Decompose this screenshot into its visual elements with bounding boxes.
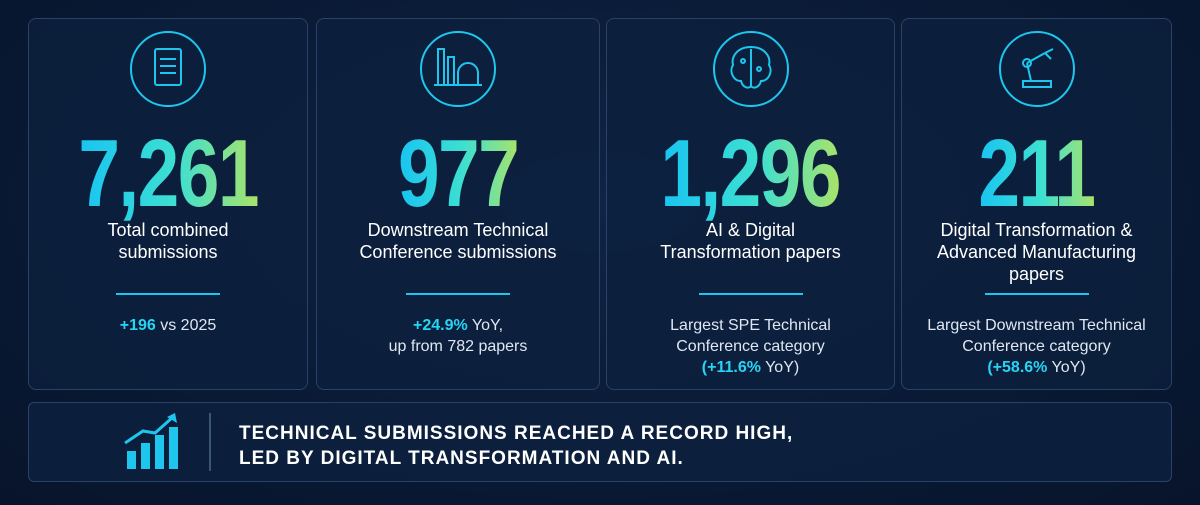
divider	[698, 293, 803, 295]
note-text: YoY,	[467, 317, 504, 334]
stat-label: AI & Digital Transformation papers	[611, 219, 890, 263]
stat-number: 7,261	[78, 120, 259, 227]
stat-value: 211	[902, 119, 1171, 229]
label-line: Transformation papers	[660, 242, 841, 262]
label-line: Conference submissions	[359, 242, 557, 262]
note-line: Conference category	[611, 336, 890, 357]
note-text: up from 782 papers	[388, 338, 528, 355]
growth-icon	[124, 413, 178, 469]
banner-line: TECHNICAL SUBMISSIONS REACHED A RECORD H…	[239, 423, 794, 444]
divider	[984, 293, 1089, 295]
label-line: AI & Digital	[705, 220, 796, 240]
note-highlight: (+11.6%	[701, 359, 761, 376]
banner: TECHNICAL SUBMISSIONS REACHED A RECORD H…	[28, 402, 1172, 482]
stat-label: Total combined submissions	[33, 219, 303, 263]
banner-text: TECHNICAL SUBMISSIONS REACHED A RECORD H…	[239, 421, 793, 471]
stat-number: 1,296	[660, 120, 842, 227]
stat-note: +24.9% YoY, up from 782 papers	[321, 315, 595, 357]
card-icon	[130, 31, 206, 107]
note-line: Conference category	[906, 336, 1167, 357]
note-text: Largest Downstream Technical	[927, 317, 1146, 334]
stat-card: 1,296 AI & Digital Transformation papers La…	[606, 18, 895, 390]
label-line: papers	[1008, 264, 1065, 284]
note-line: up from 782 papers	[321, 336, 595, 357]
label-line: Total combined	[107, 220, 229, 240]
divider	[116, 293, 220, 295]
stat-value: 7,261	[29, 119, 307, 229]
stat-number: 211	[978, 120, 1096, 227]
note-line: Largest Downstream Technical	[906, 315, 1167, 336]
stat-number: 977	[397, 120, 520, 227]
label-line: Digital Transformation &	[940, 220, 1133, 240]
card-icon	[998, 31, 1075, 107]
stat-card: 211 Digital Transformation & Advanced Manu…	[901, 18, 1172, 390]
note-text: Conference category	[676, 338, 825, 355]
stat-label: Downstream Technical Conference submissio…	[321, 219, 595, 263]
note-highlight: (+58.6%	[987, 359, 1048, 376]
note-text: YoY)	[1047, 359, 1086, 376]
note-text: YoY)	[760, 359, 800, 376]
note-line: (+11.6% YoY)	[611, 357, 890, 378]
stat-note: Largest Downstream Technical Conference c…	[906, 315, 1167, 378]
note-line: Largest SPE Technical	[611, 315, 890, 336]
note-text: Conference category	[962, 338, 1111, 355]
label-line: submissions	[118, 242, 218, 262]
label-line: Downstream Technical	[367, 220, 549, 240]
note-line: (+58.6% YoY)	[906, 357, 1167, 378]
stat-card: 977 Downstream Technical Conference submis…	[316, 18, 600, 390]
stat-note: Largest SPE Technical Conference category…	[611, 315, 890, 378]
note-text: vs 2025	[155, 317, 217, 334]
card-icon	[712, 31, 789, 107]
stat-label: Digital Transformation & Advanced Manufac…	[906, 219, 1167, 285]
stat-card: 7,261 Total combined submissions +196 vs 20…	[28, 18, 308, 390]
stat-value: 977	[317, 119, 599, 229]
note-highlight: +24.9%	[412, 317, 468, 334]
note-line: +196 vs 2025	[33, 315, 303, 336]
stat-note: +196 vs 2025	[33, 315, 303, 336]
divider	[406, 293, 510, 295]
card-icon	[420, 31, 496, 107]
note-highlight: +196	[119, 317, 156, 334]
note-line: +24.9% YoY,	[321, 315, 595, 336]
label-line: Advanced Manufacturing	[936, 242, 1137, 262]
note-text: Largest SPE Technical	[670, 317, 831, 334]
stat-value: 1,296	[607, 119, 894, 229]
banner-line: LED BY DIGITAL TRANSFORMATION AND AI.	[239, 448, 684, 469]
